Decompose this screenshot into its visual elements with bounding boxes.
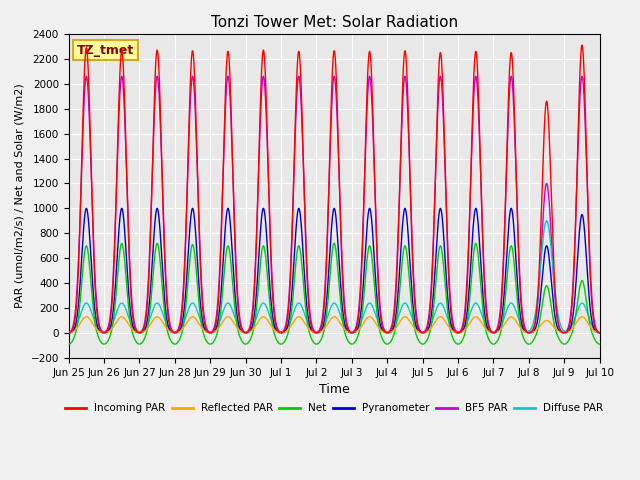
X-axis label: Time: Time xyxy=(319,383,349,396)
Text: TZ_tmet: TZ_tmet xyxy=(77,44,134,57)
Y-axis label: PAR (umol/m2/s) / Net and Solar (W/m2): PAR (umol/m2/s) / Net and Solar (W/m2) xyxy=(15,84,25,308)
Legend: Incoming PAR, Reflected PAR, Net, Pyranometer, BF5 PAR, Diffuse PAR: Incoming PAR, Reflected PAR, Net, Pyrano… xyxy=(61,399,607,418)
Title: Tonzi Tower Met: Solar Radiation: Tonzi Tower Met: Solar Radiation xyxy=(211,15,458,30)
